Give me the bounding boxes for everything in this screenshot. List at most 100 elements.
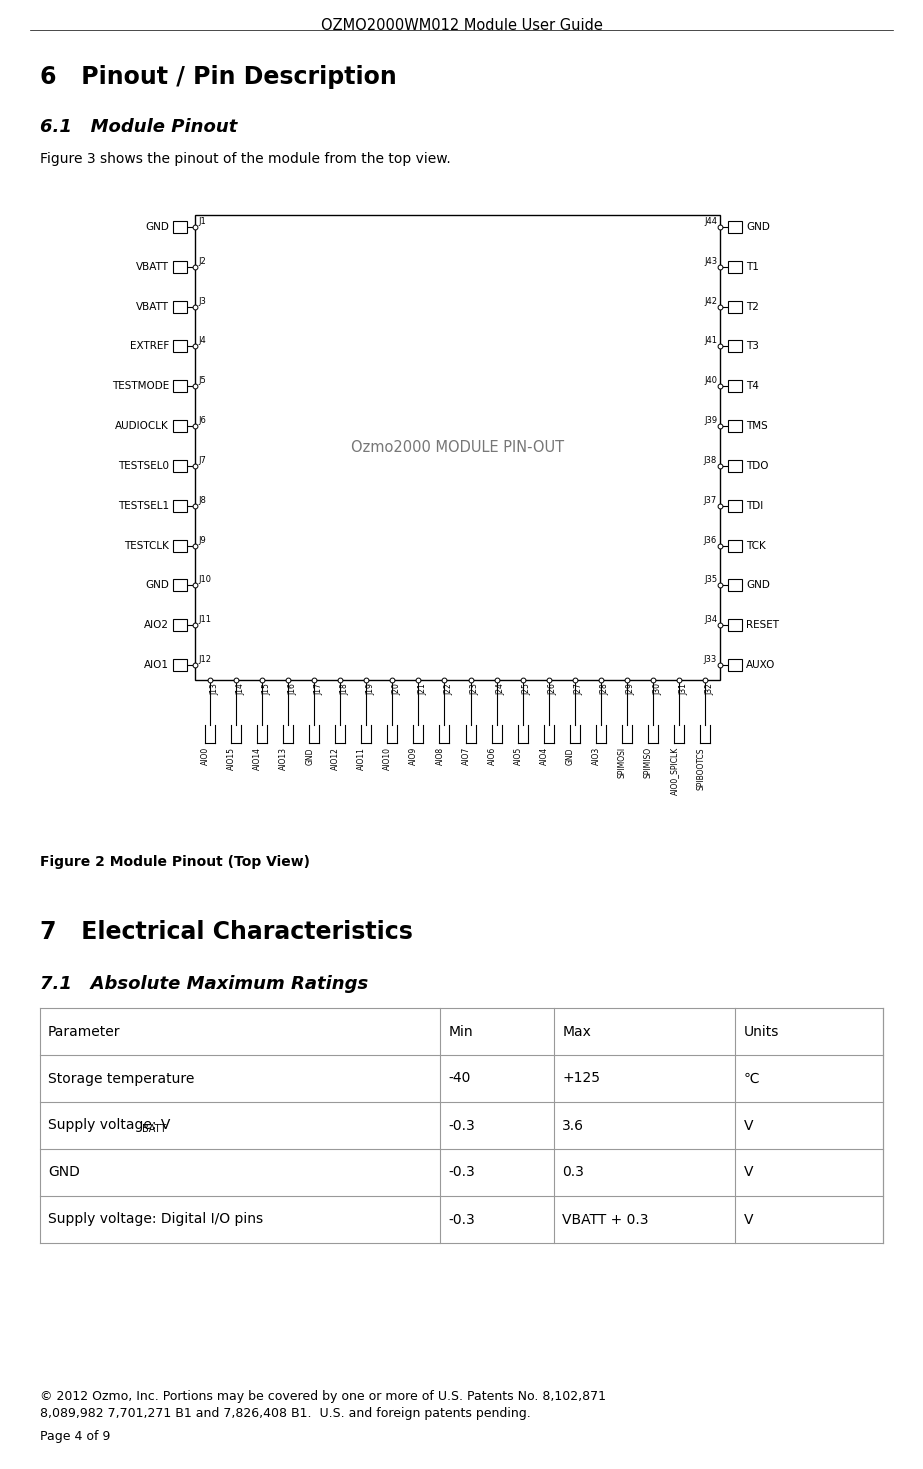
Bar bbox=[173, 499, 187, 511]
Text: J7: J7 bbox=[198, 455, 206, 464]
Text: J10: J10 bbox=[198, 576, 211, 585]
Text: J22: J22 bbox=[445, 683, 453, 695]
Text: VBATT + 0.3: VBATT + 0.3 bbox=[562, 1212, 649, 1227]
Text: J26: J26 bbox=[548, 683, 557, 695]
Bar bbox=[728, 420, 742, 432]
Bar bbox=[728, 618, 742, 632]
Text: AIO13: AIO13 bbox=[279, 748, 288, 770]
Text: AIO7: AIO7 bbox=[462, 748, 471, 765]
Text: GND: GND bbox=[145, 222, 169, 232]
Text: AUXO: AUXO bbox=[746, 660, 775, 670]
Text: J14: J14 bbox=[236, 683, 245, 695]
Bar bbox=[173, 301, 187, 313]
Text: V: V bbox=[743, 1165, 753, 1180]
Text: T4: T4 bbox=[746, 382, 759, 391]
Text: J5: J5 bbox=[198, 376, 206, 385]
Text: SPIMOSI: SPIMOSI bbox=[617, 748, 627, 779]
Text: 7   Electrical Characteristics: 7 Electrical Characteristics bbox=[40, 920, 413, 945]
Bar bbox=[195, 214, 720, 680]
Text: Figure 2 Module Pinout (Top View): Figure 2 Module Pinout (Top View) bbox=[40, 855, 310, 870]
Bar bbox=[728, 341, 742, 353]
Text: J24: J24 bbox=[497, 683, 506, 695]
Text: Ozmo2000 MODULE PIN-OUT: Ozmo2000 MODULE PIN-OUT bbox=[351, 441, 564, 455]
Text: J38: J38 bbox=[703, 455, 717, 464]
Text: AIO4: AIO4 bbox=[540, 748, 548, 765]
Bar bbox=[728, 460, 742, 472]
Text: J40: J40 bbox=[704, 376, 717, 385]
Text: AIO5: AIO5 bbox=[513, 748, 522, 765]
Bar bbox=[173, 261, 187, 273]
Text: AIO11: AIO11 bbox=[357, 748, 366, 770]
Text: J9: J9 bbox=[198, 536, 206, 545]
Text: J44: J44 bbox=[704, 217, 717, 226]
Text: SPIBOOTCS: SPIBOOTCS bbox=[696, 748, 705, 789]
Text: GND: GND bbox=[306, 748, 314, 764]
Text: J39: J39 bbox=[704, 416, 717, 425]
Text: SPIMISO: SPIMISO bbox=[644, 748, 653, 779]
Bar bbox=[173, 618, 187, 632]
Text: 0.3: 0.3 bbox=[562, 1165, 584, 1180]
Text: J23: J23 bbox=[471, 683, 480, 695]
Bar bbox=[728, 380, 742, 392]
Text: AIO15: AIO15 bbox=[227, 748, 236, 770]
Bar bbox=[728, 579, 742, 592]
Text: J16: J16 bbox=[288, 683, 297, 695]
Text: AIO10: AIO10 bbox=[383, 748, 392, 770]
Text: AIO14: AIO14 bbox=[253, 748, 262, 770]
Text: T2: T2 bbox=[746, 301, 759, 311]
Text: J27: J27 bbox=[575, 683, 583, 695]
Text: J11: J11 bbox=[198, 616, 211, 624]
Bar bbox=[173, 220, 187, 234]
Text: J42: J42 bbox=[704, 297, 717, 306]
Text: Min: Min bbox=[449, 1024, 473, 1039]
Text: -40: -40 bbox=[449, 1071, 471, 1086]
Text: J25: J25 bbox=[522, 683, 532, 695]
Text: J43: J43 bbox=[704, 257, 717, 266]
Bar bbox=[728, 660, 742, 671]
Text: Units: Units bbox=[743, 1024, 779, 1039]
Text: Storage temperature: Storage temperature bbox=[48, 1071, 195, 1086]
Text: TMS: TMS bbox=[746, 422, 768, 430]
Text: +125: +125 bbox=[562, 1071, 600, 1086]
Text: © 2012 Ozmo, Inc. Portions may be covered by one or more of U.S. Patents No. 8,1: © 2012 Ozmo, Inc. Portions may be covere… bbox=[40, 1390, 606, 1403]
Text: J15: J15 bbox=[262, 683, 271, 695]
Text: J30: J30 bbox=[653, 683, 662, 695]
Text: J41: J41 bbox=[704, 336, 717, 345]
Text: T1: T1 bbox=[746, 261, 759, 272]
Bar bbox=[173, 341, 187, 353]
Text: BATT: BATT bbox=[142, 1124, 166, 1134]
Bar bbox=[728, 261, 742, 273]
Text: GND: GND bbox=[746, 222, 770, 232]
Text: TDO: TDO bbox=[746, 461, 769, 472]
Text: AIO12: AIO12 bbox=[331, 748, 341, 770]
Text: TESTSEL0: TESTSEL0 bbox=[118, 461, 169, 472]
Text: J33: J33 bbox=[703, 655, 717, 664]
Text: TESTSEL1: TESTSEL1 bbox=[118, 501, 169, 511]
Text: J19: J19 bbox=[366, 683, 376, 695]
Text: ℃: ℃ bbox=[743, 1071, 759, 1086]
Text: AUDIOCLK: AUDIOCLK bbox=[115, 422, 169, 430]
Text: J28: J28 bbox=[601, 683, 610, 695]
Text: AIO0: AIO0 bbox=[201, 748, 210, 765]
Text: TCK: TCK bbox=[746, 541, 766, 551]
Text: TDI: TDI bbox=[746, 501, 763, 511]
Text: AIO2: AIO2 bbox=[144, 620, 169, 630]
Bar bbox=[173, 380, 187, 392]
Text: J13: J13 bbox=[210, 683, 219, 695]
Text: TESTCLK: TESTCLK bbox=[124, 541, 169, 551]
Text: J2: J2 bbox=[198, 257, 206, 266]
Text: Supply voltage: Digital I/O pins: Supply voltage: Digital I/O pins bbox=[48, 1212, 263, 1227]
Text: 6.1   Module Pinout: 6.1 Module Pinout bbox=[40, 118, 237, 137]
Bar bbox=[173, 539, 187, 551]
Text: 6   Pinout / Pin Description: 6 Pinout / Pin Description bbox=[40, 65, 397, 90]
Text: RESET: RESET bbox=[746, 620, 779, 630]
Text: J8: J8 bbox=[198, 495, 206, 505]
Text: GND: GND bbox=[566, 748, 575, 764]
Bar bbox=[728, 301, 742, 313]
Text: VBATT: VBATT bbox=[136, 261, 169, 272]
Text: AIO1: AIO1 bbox=[144, 660, 169, 670]
Text: J20: J20 bbox=[392, 683, 402, 695]
Text: Figure 3 shows the pinout of the module from the top view.: Figure 3 shows the pinout of the module … bbox=[40, 151, 450, 166]
Text: J6: J6 bbox=[198, 416, 206, 425]
Text: J35: J35 bbox=[704, 576, 717, 585]
